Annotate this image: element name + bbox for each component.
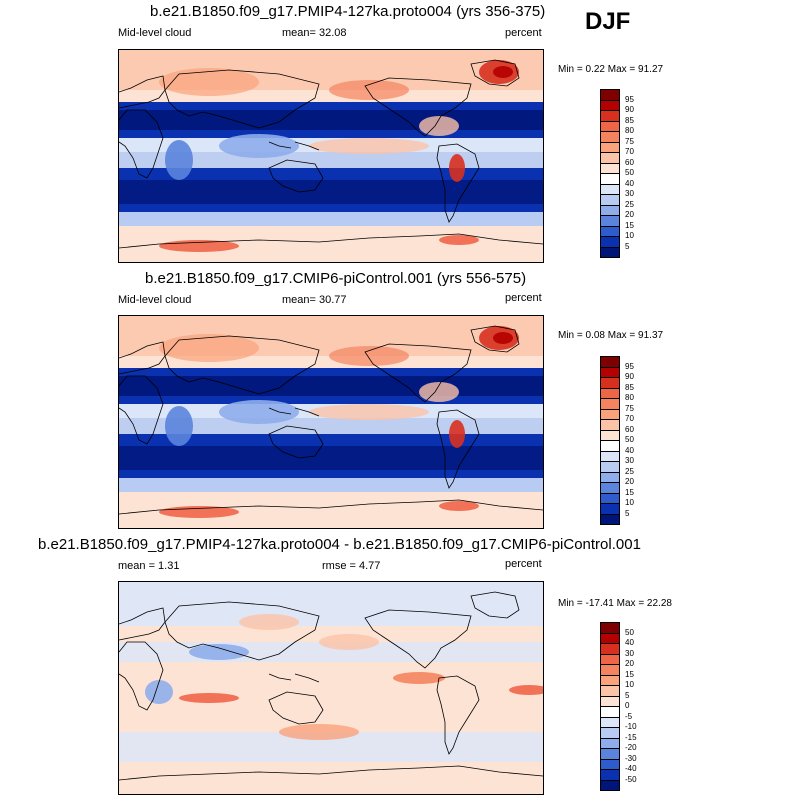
- colorbar-tick-label: -30: [625, 753, 637, 763]
- panel-2-mean-label: mean= 30.77: [282, 294, 347, 306]
- panel-2-minmax: Min = 0.08 Max = 91.37: [558, 330, 664, 341]
- colorbar-tick-label: 95: [625, 361, 634, 371]
- colorbar-tick-label: -20: [625, 743, 637, 752]
- colorbar-tick-label: 80: [625, 393, 634, 402]
- colorbar-tick-label: 10: [625, 498, 634, 507]
- panel-3-map: [118, 581, 544, 795]
- colorbar-tick-label: 70: [625, 147, 634, 156]
- panel-1-units-label: percent: [505, 27, 542, 39]
- colorbar-tick-label: -5: [625, 711, 633, 721]
- panel-3-colorbar: 50 40 30 20 15 10 5 0 -5 -10 -15 -20 -30 -40 -50: [600, 622, 660, 791]
- colorbar-tick-label: -50: [625, 774, 637, 784]
- colorbar-tick-label: 20: [625, 210, 634, 219]
- panel-3-units-label: percent: [505, 558, 542, 570]
- panel-2-variable-label: Mid-level cloud: [118, 294, 192, 306]
- colorbar-tick-label: 40: [625, 445, 634, 455]
- colorbar-tick-label: 5: [625, 508, 630, 518]
- colorbar-tick-label: 10: [625, 231, 634, 240]
- colorbar-tick-label: 80: [625, 126, 634, 135]
- colorbar-tick-label: 40: [625, 638, 634, 647]
- colorbar-tick-label: 10: [625, 680, 634, 689]
- colorbar-tick-label: 50: [625, 435, 634, 444]
- colorbar-tick-label: 60: [625, 157, 634, 167]
- colorbar-tick-label: 15: [625, 220, 634, 230]
- panel-2-map: [118, 315, 544, 529]
- colorbar-tick-label: 30: [625, 189, 634, 198]
- colorbar-tick-label: -40: [625, 764, 637, 773]
- colorbar-swatch: [600, 246, 620, 258]
- panel-2-units-label: percent: [505, 292, 542, 304]
- colorbar-tick-label: 0: [625, 701, 630, 710]
- colorbar-tick-label: -15: [625, 732, 637, 742]
- colorbar-tick-label: 40: [625, 178, 634, 188]
- colorbar-tick-label: 95: [625, 94, 634, 104]
- colorbar-swatch: [600, 779, 620, 791]
- colorbar-tick-label: 25: [625, 466, 634, 476]
- colorbar-tick-label: 30: [625, 456, 634, 465]
- colorbar-tick-label: 90: [625, 105, 634, 114]
- panel-1-colorbar: 95 90 85 80 75 70 60 50 40 30 25 20 15 10 5: [600, 89, 660, 258]
- panel-3-rmse-label: rmse = 4.77: [322, 560, 381, 572]
- colorbar-tick-label: 85: [625, 115, 634, 125]
- season-label: DJF: [585, 8, 631, 35]
- panel-3-mean-label: mean = 1.31: [118, 560, 180, 572]
- panel-3-minmax: Min = -17.41 Max = 22.28: [558, 598, 672, 609]
- colorbar-tick-label: 20: [625, 659, 634, 668]
- panel-1-minmax: Min = 0.22 Max = 91.27: [558, 64, 664, 75]
- colorbar-tick-label: 5: [625, 241, 630, 251]
- panel-1-mean-label: mean= 32.08: [282, 27, 347, 39]
- colorbar-tick-label: 15: [625, 669, 634, 679]
- panel-2-title: b.e21.B1850.f09_g17.CMIP6-piControl.001 …: [145, 270, 527, 287]
- panel-3-title: b.e21.B1850.f09_g17.PMIP4-127ka.proto004…: [38, 536, 641, 553]
- colorbar-swatch: [600, 513, 620, 525]
- colorbar-tick-label: 15: [625, 487, 634, 497]
- colorbar-tick-label: 25: [625, 199, 634, 209]
- colorbar-tick-label: 50: [625, 627, 634, 637]
- panel-1-variable-label: Mid-level cloud: [118, 27, 192, 39]
- colorbar-tick-label: 5: [625, 690, 630, 700]
- panel-1-map: [118, 49, 544, 263]
- colorbar-tick-label: 30: [625, 648, 634, 658]
- colorbar-tick-label: 75: [625, 136, 634, 146]
- colorbar-tick-label: 90: [625, 372, 634, 381]
- panel-2-colorbar: 95 90 85 80 75 70 60 50 40 30 25 20 15 10 5: [600, 356, 660, 525]
- colorbar-tick-label: 70: [625, 414, 634, 423]
- colorbar-tick-label: 50: [625, 168, 634, 177]
- colorbar-tick-label: 20: [625, 477, 634, 486]
- panel-1-title: b.e21.B1850.f09_g17.PMIP4-127ka.proto004…: [150, 3, 546, 20]
- colorbar-tick-label: 60: [625, 424, 634, 434]
- colorbar-tick-label: -10: [625, 722, 637, 731]
- colorbar-tick-label: 85: [625, 382, 634, 392]
- colorbar-tick-label: 75: [625, 403, 634, 413]
